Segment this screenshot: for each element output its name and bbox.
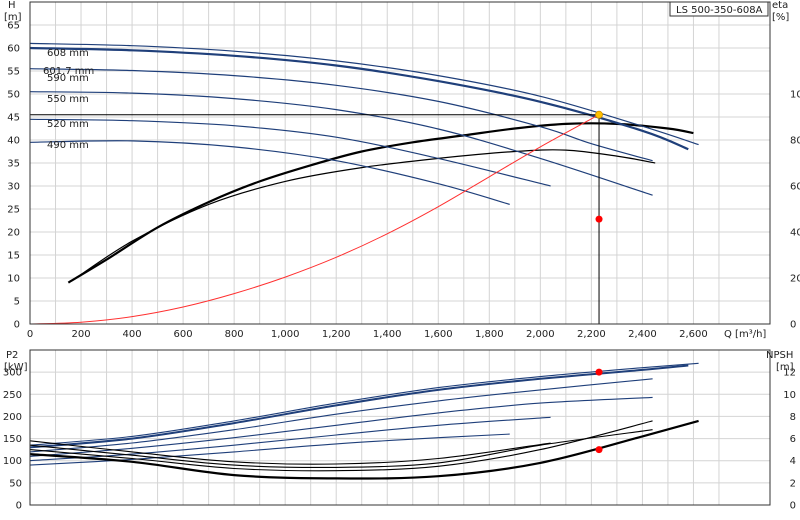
- x-tick-label-10: 2,000: [526, 329, 555, 340]
- bottom-left-tick-label-5: 250: [3, 390, 22, 401]
- top-left-tick-label-0: 0: [14, 320, 20, 331]
- top-left-tick-label-10: 50: [7, 90, 20, 101]
- duty-point-power: [595, 368, 603, 376]
- power-curve-1: [29, 364, 689, 449]
- top-plot-ticks: 0 200 400 600 800 1,000 1,200 1,400 1,600 1,800 2,…: [7, 21, 800, 341]
- x-tick-label-12: 2,400: [628, 329, 657, 340]
- top-right-tick-label-4: 80: [790, 136, 800, 147]
- head-curve-0: [29, 42, 699, 146]
- top-left-tick-label-13: 65: [7, 21, 20, 32]
- x-tick-label-13: 2,600: [679, 329, 708, 340]
- x-tick-label-4: 800: [225, 329, 244, 340]
- bottom-left-tick-label-3: 150: [3, 434, 22, 445]
- duty-point-head: [595, 110, 603, 119]
- bottom-left-axis-label: P2: [6, 350, 18, 361]
- diameter-label-550: 550 mm: [47, 94, 89, 105]
- top-left-tick-label-8: 40: [7, 136, 20, 147]
- top-left-tick-label-1: 5: [14, 297, 20, 308]
- x-tick-label-3: 600: [174, 329, 193, 340]
- top-plot-series: [29, 42, 699, 325]
- bottom-right-axis-unit: [m]: [776, 362, 794, 373]
- x-tick-label-8: 1,600: [424, 329, 453, 340]
- x-tick-label-2: 400: [123, 329, 142, 340]
- top-right-tick-label-3: 60: [790, 182, 800, 193]
- head-curve-4: [29, 118, 551, 187]
- bottom-right-tick-label-6: 12: [783, 368, 796, 379]
- bottom-right-axis-label: NPSH: [766, 350, 793, 361]
- diameter-label-490: 490 mm: [47, 140, 89, 151]
- bottom-left-tick-label-0: 0: [16, 501, 22, 512]
- bottom-plot-series: [29, 362, 699, 480]
- diameter-labels: 608 mm 601.7 mm 590 mm 550 mm 520 mm 490…: [43, 48, 94, 151]
- efficiency-curve-1: [75, 149, 656, 279]
- bottom-right-tick-label-5: 10: [783, 390, 796, 401]
- title-text: LS 500-350-608A: [676, 5, 763, 16]
- x-tick-label-1: 200: [71, 329, 90, 340]
- bottom-left-tick-label-4: 200: [3, 412, 22, 423]
- x-tick-label-5: 1,000: [271, 329, 300, 340]
- bottom-plot-frame: [29, 349, 771, 506]
- x-tick-label-7: 1,400: [373, 329, 402, 340]
- diameter-label-590: 590 mm: [47, 73, 89, 84]
- duty-point-npsh: [595, 446, 603, 454]
- head-curve-3: [29, 91, 653, 196]
- bottom-right-tick-label-4: 8: [790, 412, 796, 423]
- top-right-axis-unit: [%]: [772, 12, 789, 23]
- top-left-tick-label-9: 45: [7, 113, 20, 124]
- top-right-tick-label-1: 20: [790, 274, 800, 285]
- power-curve-2: [29, 378, 653, 453]
- power-curve-3: [29, 396, 653, 457]
- top-left-axis-label: H: [8, 0, 16, 11]
- bottom-plot-ticks: 0 50 100 150 200 250 300 0 2 4 6 8 10 12: [3, 368, 796, 512]
- bottom-right-tick-label-1: 2: [790, 478, 796, 489]
- x-axis-label: Q [m³/h]: [724, 329, 766, 340]
- top-right-tick-label-0: 0: [790, 320, 796, 331]
- bottom-left-axis-unit: [kW]: [4, 362, 28, 373]
- head-curve-5: [29, 140, 510, 205]
- diameter-label-601-7: 601.7 mm: [43, 66, 94, 77]
- top-left-tick-label-5: 25: [7, 205, 20, 216]
- x-tick-label-11: 2,200: [577, 329, 606, 340]
- x-tick-label-9: 1,800: [475, 329, 504, 340]
- head-curve-2: [29, 68, 653, 162]
- diameter-label-520: 520 mm: [47, 119, 89, 130]
- bottom-left-tick-label-1: 50: [9, 478, 22, 489]
- top-left-tick-label-2: 10: [7, 274, 20, 285]
- bottom-right-tick-label-0: 0: [790, 501, 796, 512]
- top-right-axis-label: eta: [772, 0, 788, 11]
- top-left-tick-label-4: 20: [7, 228, 20, 239]
- top-left-tick-label-12: 60: [7, 44, 20, 55]
- top-left-axis-unit: [m]: [4, 12, 22, 23]
- system-curve: [29, 114, 600, 325]
- x-tick-label-6: 1,200: [322, 329, 351, 340]
- top-left-tick-label-6: 30: [7, 182, 20, 193]
- top-right-tick-label-2: 40: [790, 228, 800, 239]
- title-box: LS 500-350-608A: [669, 1, 769, 17]
- bottom-left-tick-label-6: 300: [3, 368, 22, 379]
- top-left-tick-label-3: 15: [7, 251, 20, 262]
- npsh-curve-1: [29, 420, 653, 472]
- bottom-right-tick-label-3: 6: [790, 434, 796, 445]
- top-right-tick-label-5: 100: [790, 90, 800, 101]
- top-left-tick-label-11: 55: [7, 67, 20, 78]
- head-curve-1: [29, 46, 689, 151]
- bottom-left-tick-label-2: 100: [3, 456, 22, 467]
- power-curve-4: [29, 416, 551, 462]
- bottom-right-tick-label-2: 4: [790, 456, 796, 467]
- npsh-curve-3: [29, 440, 551, 465]
- power-curve-0: [29, 362, 699, 446]
- duty-point-efficiency: [595, 215, 603, 223]
- top-plot-frame: [29, 1, 771, 325]
- x-tick-label-0: 0: [27, 329, 33, 340]
- npsh-curve-0: [29, 419, 699, 480]
- npsh-curve-2: [29, 429, 653, 469]
- diameter-label-608: 608 mm: [47, 48, 89, 59]
- top-left-tick-label-7: 35: [7, 159, 20, 170]
